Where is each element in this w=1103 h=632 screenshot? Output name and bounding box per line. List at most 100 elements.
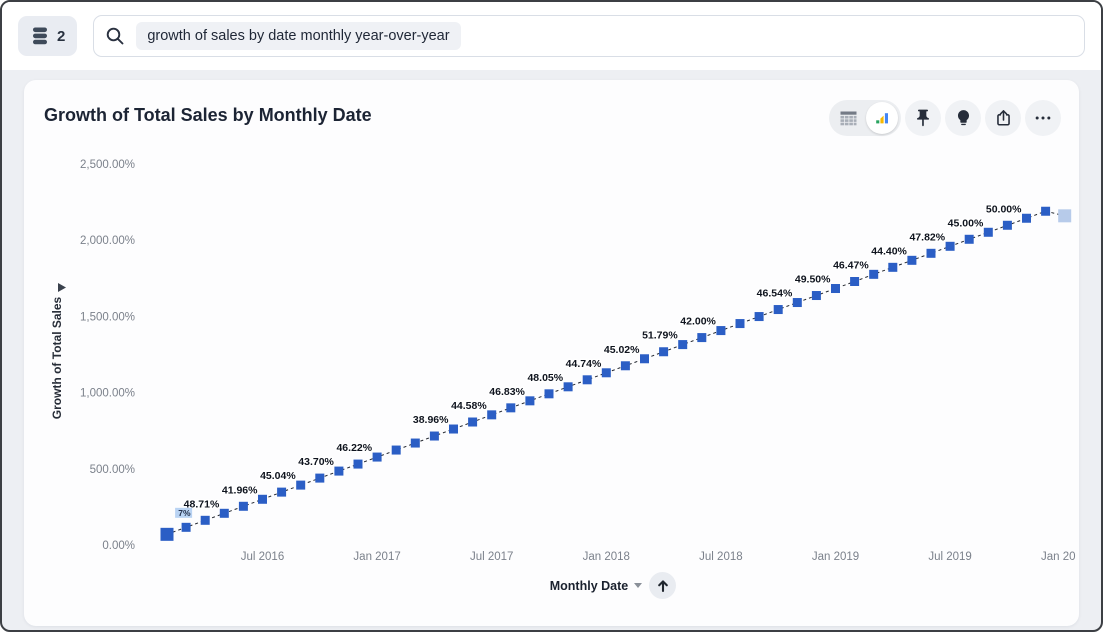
data-point[interactable]	[544, 389, 554, 399]
data-point[interactable]	[468, 417, 478, 427]
data-label: 49.50%	[795, 274, 831, 286]
chart-area[interactable]: Growth of Total Sales 0.00% 500.00% 1,000.0…	[30, 147, 1088, 567]
x-axis-title-dropdown[interactable]: Monthly Date	[549, 578, 643, 593]
data-point[interactable]	[277, 487, 287, 497]
x-tick-label: Jul 2016	[241, 551, 284, 563]
data-point[interactable]	[410, 438, 420, 448]
data-point[interactable]	[1041, 206, 1051, 216]
x-tick-label: Jan 2017	[353, 551, 400, 563]
data-point[interactable]	[678, 340, 688, 350]
data-label: 44.58%	[451, 400, 487, 412]
page-title: Growth of Total Sales by Monthly Date	[44, 105, 372, 125]
data-point[interactable]	[697, 333, 707, 343]
data-point[interactable]	[620, 361, 630, 371]
y-axis-arrow-icon	[58, 283, 66, 292]
share-button[interactable]	[985, 100, 1021, 136]
chevron-down-icon	[634, 583, 643, 588]
data-point[interactable]	[449, 424, 458, 434]
data-label: 46.83%	[489, 386, 525, 398]
data-point[interactable]	[219, 508, 229, 518]
data-point[interactable]	[850, 277, 860, 287]
data-point[interactable]	[945, 241, 955, 251]
search-query-token[interactable]: growth of sales by date monthly year-ove…	[136, 22, 461, 50]
data-point[interactable]	[907, 255, 917, 265]
data-point[interactable]	[1058, 209, 1072, 223]
data-point[interactable]	[659, 347, 669, 357]
share-icon	[996, 110, 1010, 126]
pin-button[interactable]	[905, 100, 941, 136]
pin-icon	[917, 109, 929, 127]
data-point[interactable]	[582, 375, 592, 385]
search-bar: 2 growth of sales by date monthly year-o…	[2, 2, 1101, 70]
chart-svg[interactable]: Growth of Total Sales 0.00% 500.00% 1,000.0…	[30, 147, 1088, 567]
data-point[interactable]	[888, 262, 898, 272]
data-point[interactable]	[181, 522, 191, 532]
data-point[interactable]	[926, 248, 936, 258]
search-input[interactable]: growth of sales by date monthly year-ove…	[93, 15, 1085, 57]
data-point[interactable]	[640, 354, 649, 364]
more-options-button[interactable]	[1025, 100, 1061, 136]
data-point[interactable]	[563, 382, 573, 392]
data-label: 48.05%	[527, 372, 563, 384]
y-axis-title[interactable]: Growth of Total Sales	[50, 296, 64, 419]
data-point[interactable]	[716, 326, 726, 336]
data-label: 44.74%	[566, 358, 602, 370]
data-point[interactable]	[353, 459, 363, 469]
data-point[interactable]	[391, 445, 401, 455]
data-label: 45.00%	[948, 217, 984, 229]
data-point[interactable]	[1002, 220, 1012, 230]
data-point[interactable]	[811, 291, 821, 301]
data-label: 50.00%	[986, 203, 1022, 215]
data-source-badge[interactable]: 2	[18, 16, 78, 56]
data-point[interactable]	[200, 515, 210, 525]
x-axis-title: Monthly Date	[549, 578, 629, 593]
partial-data-label: 7%	[178, 508, 191, 518]
data-label: 43.70%	[298, 456, 334, 468]
data-point[interactable]	[429, 431, 439, 441]
lightbulb-icon	[957, 110, 969, 126]
chart-icon	[876, 113, 888, 124]
x-axis-title-row: Monthly Date	[30, 572, 1076, 599]
data-point[interactable]	[735, 319, 745, 329]
y-tick-label: 500.00%	[90, 464, 135, 476]
data-point[interactable]	[258, 494, 267, 504]
table-view-button[interactable]	[832, 102, 864, 134]
x-tick-label: Jul 2017	[470, 551, 513, 563]
data-point[interactable]	[296, 480, 306, 490]
data-point[interactable]	[525, 396, 535, 406]
data-point[interactable]	[601, 368, 611, 378]
data-point[interactable]	[372, 452, 382, 462]
table-icon	[840, 111, 856, 125]
data-label: 46.47%	[833, 259, 869, 271]
x-tick-label: Jan 2018	[583, 551, 630, 563]
data-label: 46.54%	[757, 288, 793, 300]
arrow-up-icon	[657, 579, 668, 592]
database-icon	[33, 27, 47, 45]
data-point[interactable]	[238, 501, 248, 511]
data-point[interactable]	[315, 473, 325, 483]
y-tick-label: 1,000.00%	[80, 388, 135, 400]
data-point[interactable]	[983, 227, 993, 237]
data-point[interactable]	[1022, 213, 1031, 223]
data-point[interactable]	[773, 305, 783, 315]
data-point[interactable]	[869, 269, 879, 279]
data-point[interactable]	[754, 312, 764, 322]
ellipsis-icon	[1035, 116, 1051, 120]
sort-ascending-button[interactable]	[649, 572, 677, 599]
data-point[interactable]	[792, 298, 802, 308]
data-label: 38.96%	[413, 414, 449, 426]
insights-button[interactable]	[945, 100, 981, 136]
chart-view-button[interactable]	[866, 102, 898, 134]
data-point[interactable]	[506, 403, 516, 413]
data-label: 42.00%	[680, 316, 716, 328]
data-point[interactable]	[964, 234, 974, 244]
selected-label-highlight	[175, 507, 193, 518]
y-tick-label: 0.00%	[102, 540, 135, 552]
data-point[interactable]	[487, 410, 497, 420]
data-point[interactable]	[831, 284, 840, 294]
data-source-count: 2	[57, 27, 66, 45]
y-tick-label: 2,500.00%	[80, 159, 135, 171]
data-point[interactable]	[334, 466, 344, 476]
data-point[interactable]	[160, 527, 174, 541]
